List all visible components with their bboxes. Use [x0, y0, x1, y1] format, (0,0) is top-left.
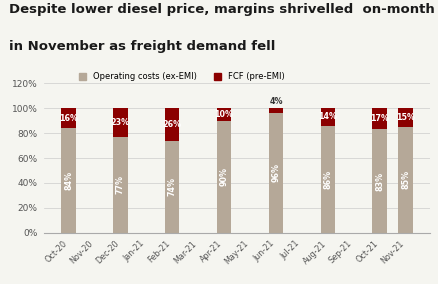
Text: Despite lower diesel price, margins shrivelled  on-month: Despite lower diesel price, margins shri…	[9, 3, 434, 16]
Text: 15%: 15%	[395, 113, 414, 122]
Bar	[165, 108, 179, 141]
Bar	[216, 121, 231, 233]
Text: 17%: 17%	[369, 114, 388, 123]
Text: 14%: 14%	[318, 112, 336, 121]
Bar	[61, 128, 75, 233]
Text: 85%: 85%	[400, 170, 409, 189]
Legend: Operating costs (ex-EMI), FCF (pre-EMI): Operating costs (ex-EMI), FCF (pre-EMI)	[79, 72, 284, 81]
Bar	[398, 108, 412, 127]
Bar	[165, 141, 179, 233]
Text: 96%: 96%	[271, 164, 280, 183]
Bar	[398, 127, 412, 233]
Text: 74%: 74%	[167, 177, 177, 196]
Text: 4%: 4%	[268, 97, 282, 106]
Bar	[371, 108, 386, 129]
Bar	[320, 126, 334, 233]
Bar	[320, 108, 334, 126]
Bar	[371, 129, 386, 233]
Bar	[268, 108, 283, 113]
Text: in November as freight demand fell: in November as freight demand fell	[9, 40, 275, 53]
Bar	[61, 108, 75, 128]
Bar	[113, 137, 127, 233]
Text: 83%: 83%	[374, 172, 383, 191]
Text: 23%: 23%	[111, 118, 130, 127]
Bar	[268, 113, 283, 233]
Bar	[113, 108, 127, 137]
Text: 86%: 86%	[322, 170, 332, 189]
Text: 90%: 90%	[219, 167, 228, 186]
Bar	[216, 108, 231, 121]
Text: 26%: 26%	[162, 120, 181, 129]
Text: 77%: 77%	[116, 175, 125, 194]
Text: 10%: 10%	[214, 110, 233, 119]
Text: 16%: 16%	[59, 114, 78, 123]
Text: 84%: 84%	[64, 171, 73, 190]
